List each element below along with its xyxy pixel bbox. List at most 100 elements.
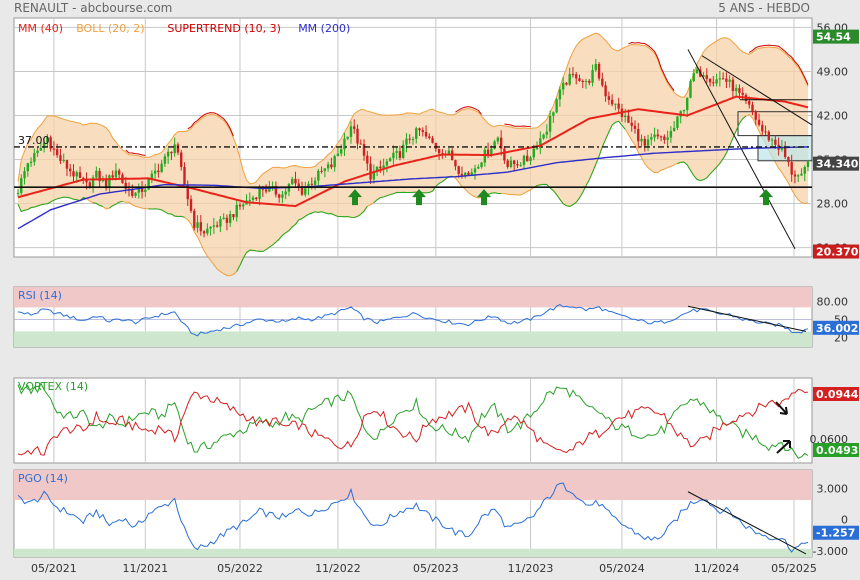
candle-body bbox=[232, 214, 235, 218]
candle-body bbox=[783, 146, 787, 158]
price-badge bbox=[813, 244, 859, 259]
x-tick-label: 05/2025 bbox=[771, 562, 817, 575]
supertrend-line bbox=[148, 208, 185, 218]
chart-title: RENAULT - abcbourse.com bbox=[14, 1, 173, 15]
candle-body bbox=[601, 78, 604, 86]
candle-body bbox=[738, 88, 741, 93]
supertrend-line bbox=[748, 44, 809, 85]
x-tick-label: 05/2022 bbox=[217, 562, 263, 575]
candle-body bbox=[774, 139, 777, 145]
candle-body bbox=[741, 92, 744, 95]
candle-body bbox=[369, 163, 372, 180]
candle-body bbox=[193, 210, 196, 228]
candle-body bbox=[509, 160, 513, 167]
candle-body bbox=[512, 160, 516, 165]
candle-body bbox=[555, 99, 558, 113]
candle-body bbox=[69, 168, 72, 172]
candle-body bbox=[431, 138, 434, 143]
candle-body bbox=[770, 139, 774, 141]
price-badge bbox=[813, 387, 859, 401]
candle-body bbox=[186, 184, 189, 200]
candle-body bbox=[382, 165, 385, 169]
candle-body bbox=[395, 151, 398, 153]
candle-body bbox=[718, 78, 722, 80]
candle-body bbox=[310, 183, 314, 185]
pgo-line bbox=[17, 482, 809, 553]
candle-body bbox=[131, 189, 134, 196]
candle-body bbox=[379, 166, 382, 169]
candle-body bbox=[578, 78, 581, 82]
candle-body bbox=[274, 186, 278, 195]
candle-body bbox=[571, 74, 575, 76]
candle-body bbox=[477, 167, 480, 169]
candle-body bbox=[330, 164, 333, 168]
candle-body bbox=[222, 217, 225, 220]
price-badge bbox=[813, 156, 859, 171]
candle-body bbox=[26, 163, 29, 172]
trendline bbox=[687, 49, 796, 250]
legend-entry: MM (200) bbox=[298, 22, 350, 35]
candle-body bbox=[294, 178, 297, 184]
candle-body bbox=[366, 155, 369, 164]
candle-body bbox=[402, 144, 405, 158]
candle-body bbox=[411, 138, 415, 140]
y-tick-label: 3.000 bbox=[817, 483, 849, 496]
vortex-plus-line bbox=[17, 382, 809, 459]
mm40-line bbox=[17, 95, 809, 208]
pgo-low-zone bbox=[14, 548, 812, 557]
candle-body bbox=[575, 74, 578, 79]
period-label: 5 ANS - HEBDO bbox=[718, 1, 810, 15]
candle-body bbox=[643, 138, 646, 146]
candle-body bbox=[235, 204, 238, 218]
candle-body bbox=[428, 136, 431, 139]
candle-body bbox=[650, 137, 653, 140]
candle-body bbox=[108, 175, 111, 189]
candle-body bbox=[721, 78, 725, 80]
candle-body bbox=[78, 172, 82, 178]
candle-body bbox=[398, 151, 402, 158]
candle-body bbox=[91, 177, 95, 187]
candle-body bbox=[170, 151, 173, 154]
candle-body bbox=[637, 128, 640, 142]
panel-title: VORTEX (14) bbox=[18, 380, 88, 393]
rsi-line bbox=[17, 304, 809, 337]
y-tick-label: 49.00 bbox=[817, 65, 849, 78]
candle-body bbox=[473, 168, 477, 173]
candle-body bbox=[460, 173, 464, 176]
candle-body bbox=[372, 171, 376, 180]
price-badge-label: 0.0493 bbox=[816, 444, 858, 457]
rsi-overbought-zone bbox=[14, 287, 812, 308]
candle-body bbox=[780, 146, 784, 150]
candle-body bbox=[627, 115, 630, 123]
candle-body bbox=[522, 155, 526, 165]
candle-body bbox=[180, 152, 183, 167]
candle-body bbox=[666, 137, 669, 140]
candle-body bbox=[189, 199, 193, 211]
candle-body bbox=[140, 187, 144, 193]
trendline bbox=[701, 55, 813, 126]
candle-body bbox=[251, 197, 255, 200]
candle-body bbox=[362, 144, 366, 156]
rsi-oversold-zone bbox=[14, 331, 812, 347]
candle-body bbox=[281, 194, 284, 198]
candle-body bbox=[144, 189, 147, 193]
candle-body bbox=[153, 170, 157, 174]
down-arrow-icon bbox=[775, 401, 788, 415]
candle-body bbox=[565, 82, 568, 85]
candle-body bbox=[558, 89, 562, 100]
supertrend-line bbox=[677, 115, 747, 182]
x-tick-label: 11/2023 bbox=[508, 562, 554, 575]
level-label: 37.00 bbox=[18, 134, 50, 147]
candle-body bbox=[52, 148, 56, 150]
x-tick-label: 05/2023 bbox=[413, 562, 459, 575]
candle-body bbox=[124, 182, 127, 189]
candle-body bbox=[686, 97, 689, 111]
candle-body bbox=[457, 166, 460, 174]
candle-body bbox=[42, 142, 46, 148]
candle-body bbox=[728, 79, 731, 82]
candle-body bbox=[656, 134, 660, 137]
candle-body bbox=[346, 136, 349, 139]
candle-body bbox=[548, 115, 552, 132]
candle-body bbox=[757, 119, 761, 125]
candle-body bbox=[493, 141, 496, 149]
